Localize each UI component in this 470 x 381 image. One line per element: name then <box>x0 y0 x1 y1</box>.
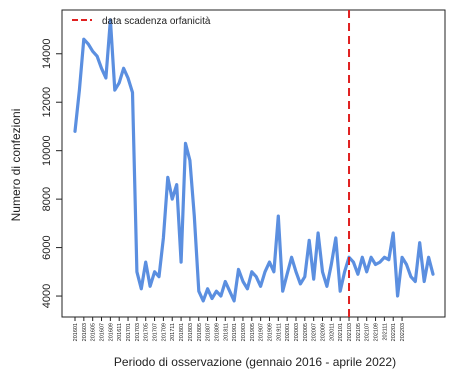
x-tick-label: 202107 <box>365 323 371 341</box>
x-tick-label: 202105 <box>356 323 362 341</box>
x-tick-label: 201911 <box>276 323 282 341</box>
x-tick-label: 202009 <box>321 323 327 341</box>
legend-label: data scadenza orfanicità <box>102 16 211 27</box>
x-tick-label: 201609 <box>108 323 114 341</box>
x-tick-label: 201711 <box>170 323 176 341</box>
x-tick-label: 201901 <box>232 323 238 341</box>
x-tick-label: 201701 <box>126 323 132 341</box>
x-tick-label: 202005 <box>303 323 309 341</box>
series-line <box>73 18 435 303</box>
plot-frame <box>61 9 446 318</box>
x-tick-label: 201905 <box>250 323 256 341</box>
x-tick-label: 202007 <box>312 323 318 341</box>
y-axis: 4000 6000 8000 10000 12000 14000 <box>41 38 63 308</box>
y-tick-label: 6000 <box>41 235 53 259</box>
y-tick-label: 12000 <box>41 87 53 118</box>
y-tick-label: 8000 <box>41 187 53 211</box>
x-axis-label: Periodo di osservazione (gennaio 2016 - … <box>114 355 396 369</box>
x-tick-label: 201709 <box>161 323 167 341</box>
x-tick-label: 202111 <box>382 323 388 341</box>
x-axis: 201601 201603 201605 201607 201609 201611 2017… <box>73 316 433 341</box>
x-tick-label: 202109 <box>374 323 380 341</box>
x-tick-label: 201707 <box>153 323 159 341</box>
x-tick-label: 202011 <box>329 323 335 341</box>
x-tick-label: 201811 <box>223 323 229 341</box>
x-tick-label: 201601 <box>73 323 79 341</box>
y-tick-label: 10000 <box>41 135 53 166</box>
x-tick-label: 201703 <box>135 323 141 341</box>
x-tick-label: 201603 <box>82 323 88 341</box>
x-tick-label: 202103 <box>347 323 353 341</box>
y-tick-label: 4000 <box>41 284 53 308</box>
x-tick-label: 202003 <box>294 323 300 341</box>
x-tick-label: 201803 <box>188 323 194 341</box>
x-tick-label: 201801 <box>179 323 185 341</box>
x-tick-label: 201605 <box>91 323 97 341</box>
x-tick-label: 202203 <box>400 323 406 341</box>
x-tick-label: 201807 <box>206 323 212 341</box>
x-tick-label: 202201 <box>391 323 397 341</box>
x-tick-label: 201705 <box>144 323 150 341</box>
x-tick-label: 202101 <box>338 323 344 341</box>
x-tick-label: 201611 <box>117 323 123 341</box>
y-tick-label: 14000 <box>41 38 53 69</box>
plot-area <box>73 10 435 317</box>
x-tick-label: 201907 <box>259 323 265 341</box>
x-tick-label: 201805 <box>197 323 203 341</box>
y-axis-label: Numero di confezioni <box>9 109 23 222</box>
x-tick-label: 202001 <box>285 323 291 341</box>
x-tick-label: 201607 <box>100 323 106 341</box>
x-tick-label: 201809 <box>214 323 220 341</box>
x-tick-label: 201903 <box>241 323 247 341</box>
legend: data scadenza orfanicità <box>72 16 211 27</box>
x-tick-label: 201909 <box>267 323 273 341</box>
